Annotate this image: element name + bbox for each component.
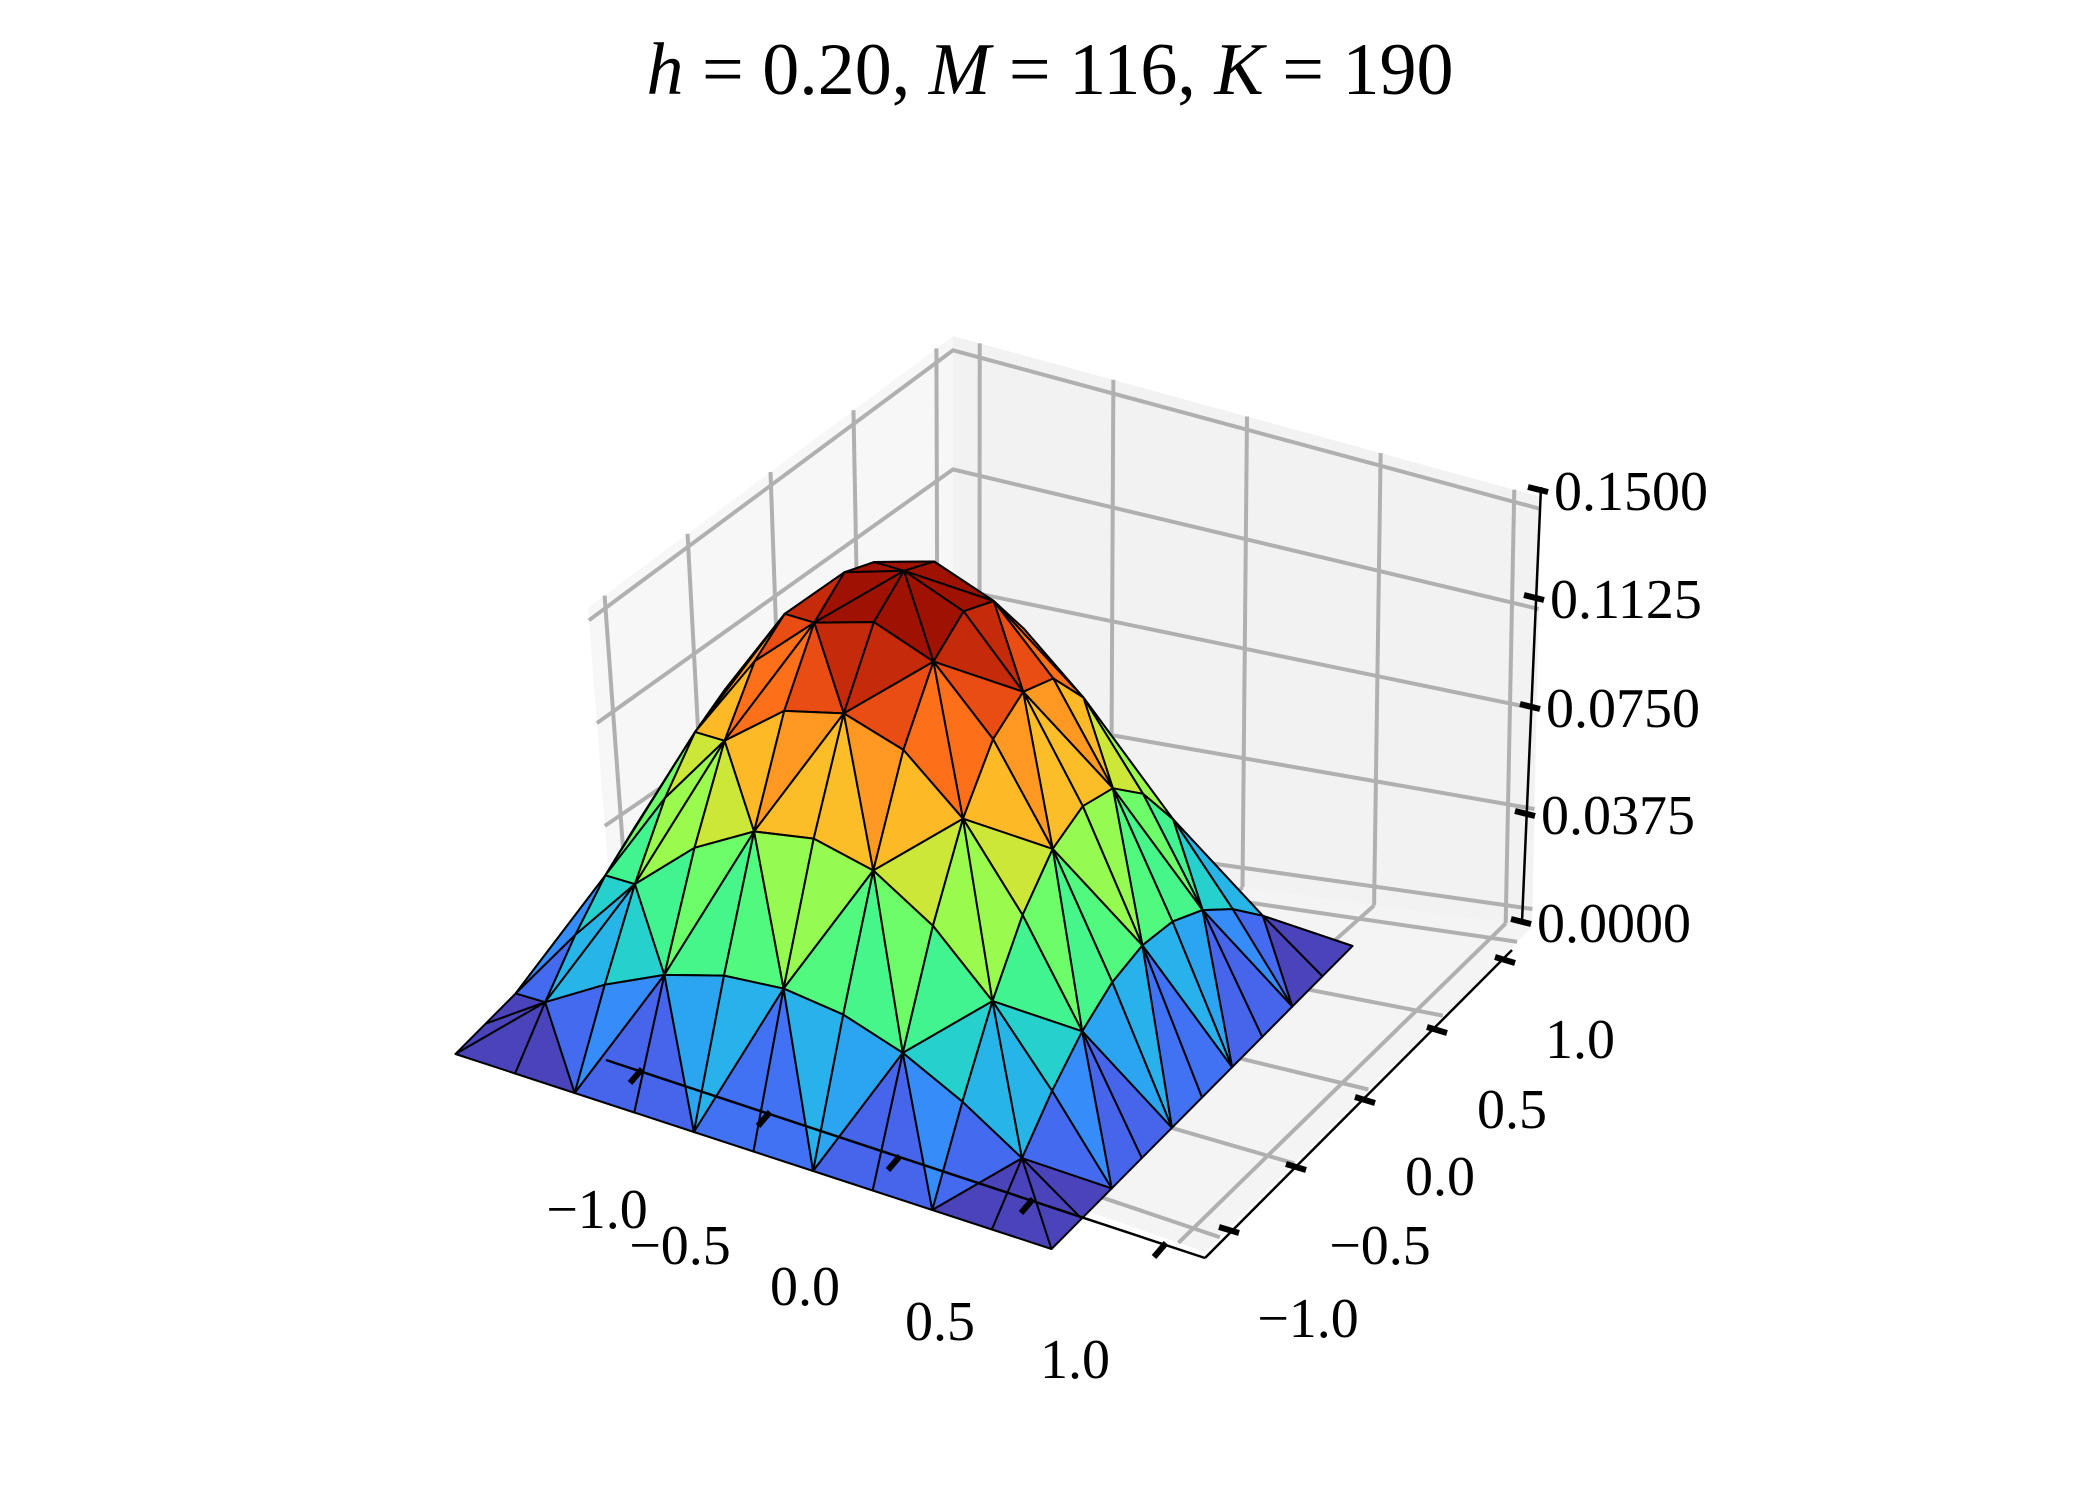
x-tick-label: 0.5 [905, 1291, 975, 1353]
y-tick [1285, 1161, 1307, 1173]
z-tick-label: 0.0375 [1541, 785, 1695, 847]
y-tick [1354, 1094, 1376, 1106]
chart-title: h = 0.20, M = 116, K = 190 [646, 29, 1454, 111]
y-tick-label: 0.5 [1477, 1079, 1547, 1141]
x-tick [755, 1110, 773, 1128]
x-tick-label: −0.5 [629, 1215, 731, 1277]
y-tick-label: −0.5 [1329, 1215, 1431, 1277]
surface-mesh [454, 560, 1354, 1250]
y-tick-label: 1.0 [1545, 1009, 1615, 1071]
tick-labels: −1.0−0.50.00.51.0−1.0−0.50.00.51.00.0000… [546, 461, 1708, 1391]
y-axis-line [1204, 949, 1513, 1259]
x-tick-label: 1.0 [1040, 1329, 1110, 1391]
z-tick [1523, 592, 1545, 603]
x-tick [1151, 1241, 1169, 1259]
x-tick-label: −1.0 [546, 1179, 648, 1241]
z-tick-label: 0.0000 [1537, 893, 1691, 955]
x-axis-line [605, 1058, 1206, 1260]
x-tick [1018, 1197, 1036, 1215]
x-tick [627, 1067, 645, 1085]
y-tick-label: 0.0 [1405, 1146, 1475, 1208]
z-tick [1510, 916, 1532, 927]
x-tick [885, 1154, 903, 1172]
z-tick-label: 0.1500 [1554, 461, 1708, 523]
y-tick [1494, 954, 1516, 966]
y-tick [1218, 1224, 1240, 1236]
z-tick [1519, 701, 1541, 712]
z-tick [1514, 808, 1536, 819]
y-tick [1426, 1024, 1448, 1036]
z-tick-label: 0.1125 [1550, 569, 1702, 631]
z-tick [1527, 484, 1549, 495]
z-tick-label: 0.0750 [1546, 678, 1700, 740]
y-tick-label: −1.0 [1257, 1288, 1359, 1350]
axis-lines [605, 484, 1549, 1260]
x-tick-label: 0.0 [770, 1256, 840, 1318]
